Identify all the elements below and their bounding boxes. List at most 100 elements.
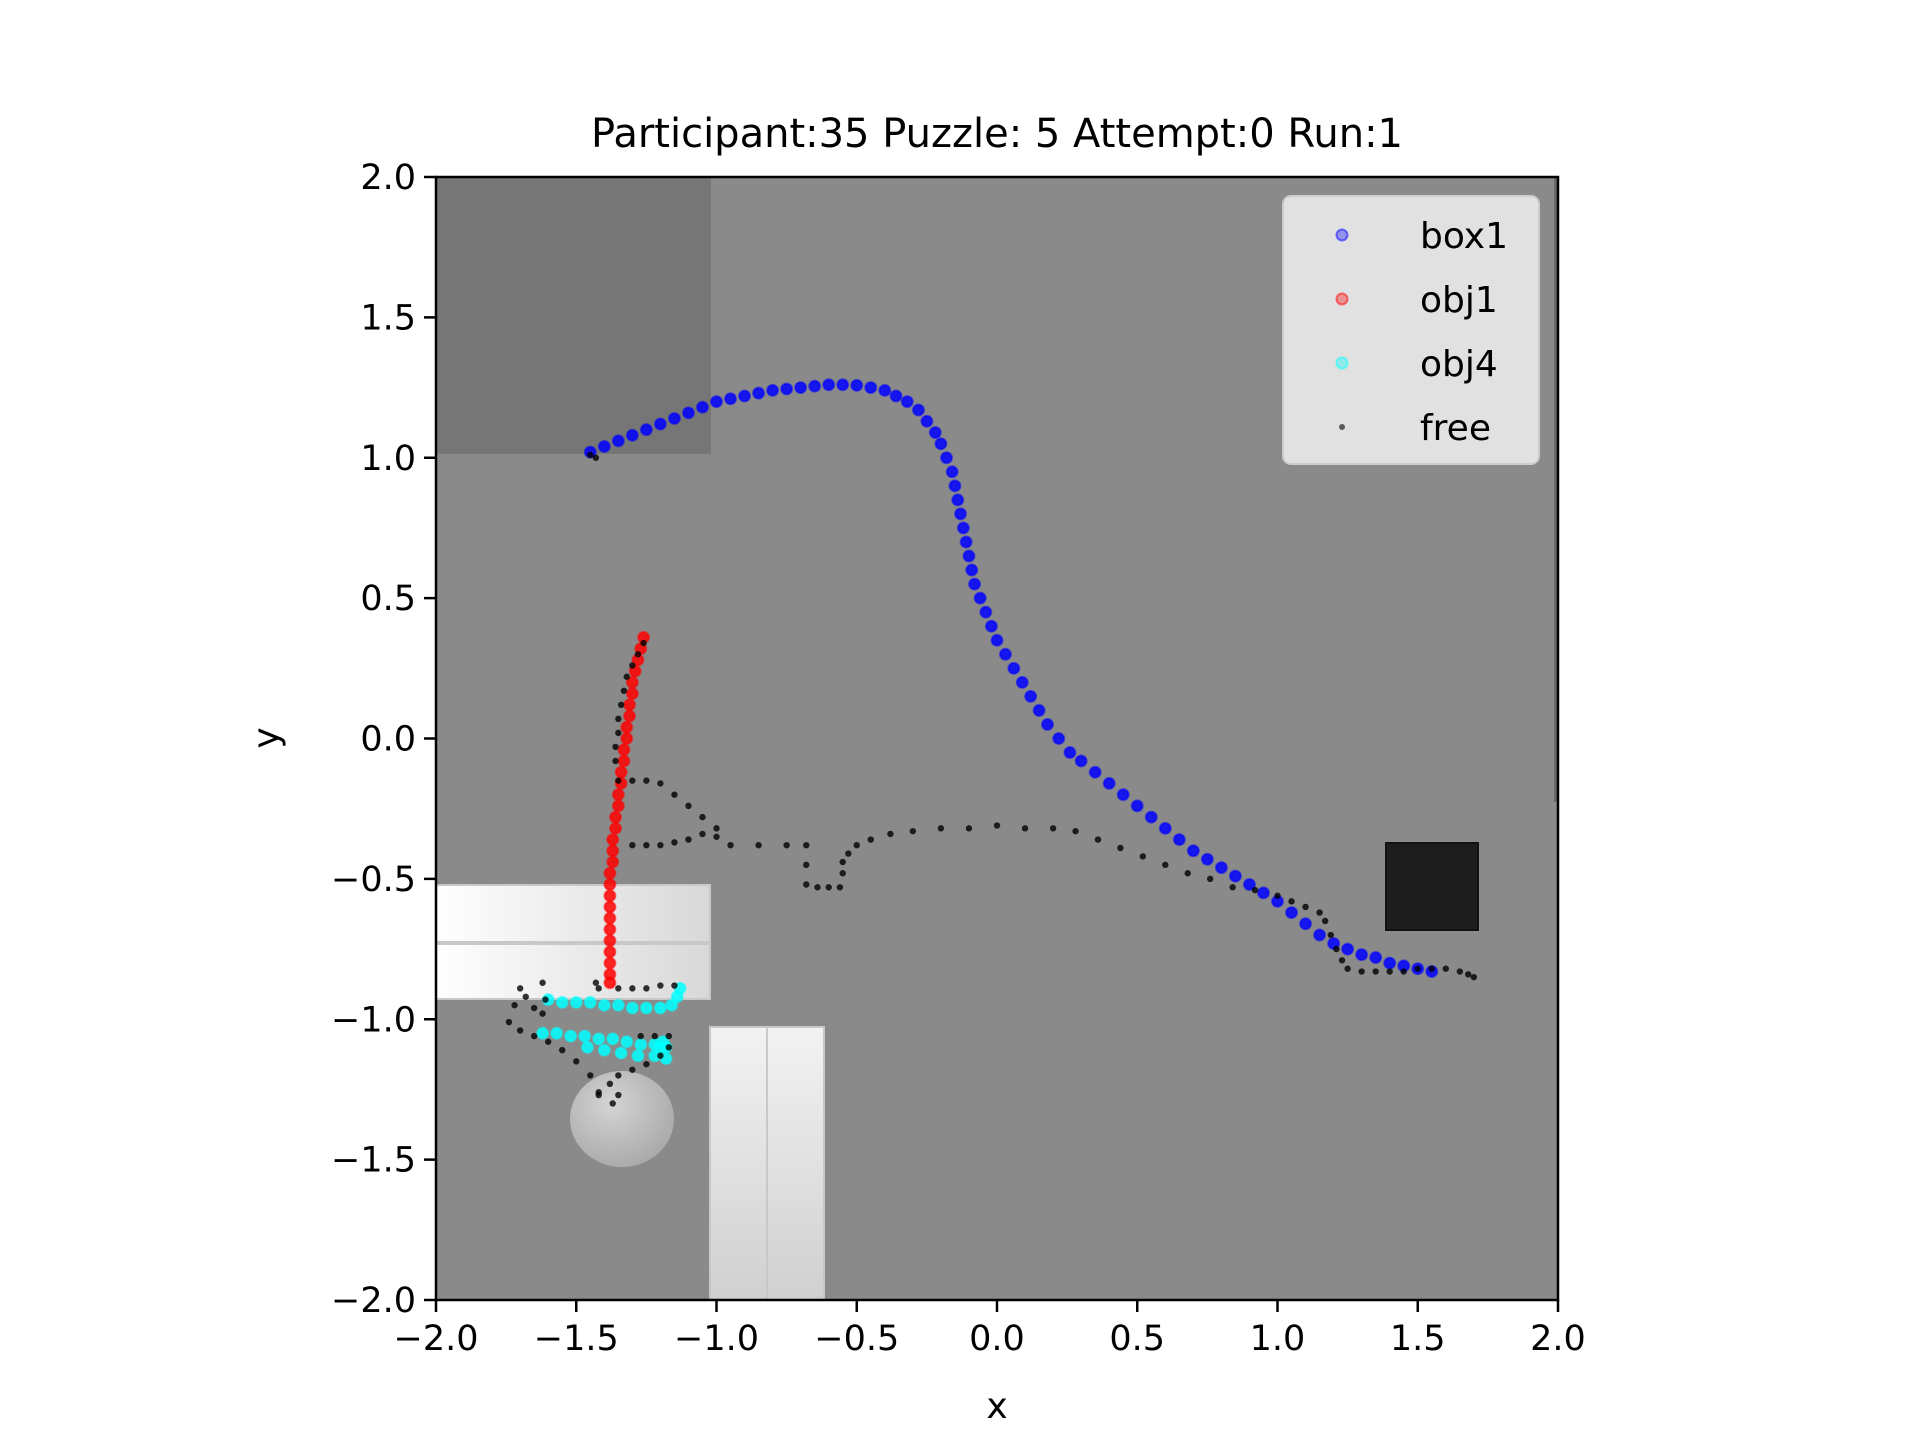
point-box1: [940, 451, 954, 465]
point-free: [853, 841, 860, 849]
point-obj4: [634, 1038, 648, 1052]
y-axis: −2.0 −1.5 −1.0 −0.5 0.0 0.5 1.0 1.5 2.0: [331, 158, 436, 1321]
point-free: [845, 850, 852, 857]
point-free: [1465, 971, 1472, 978]
point-box1: [1102, 776, 1116, 790]
point-free: [615, 729, 622, 737]
point-free: [643, 777, 650, 784]
point-obj1: [611, 788, 625, 802]
point-free: [1321, 917, 1329, 925]
point-box1: [954, 507, 968, 521]
point-free: [587, 451, 594, 459]
point-obj1: [620, 732, 634, 745]
point-obj4: [631, 1049, 645, 1063]
point-box1: [1242, 877, 1256, 891]
point-obj1: [603, 900, 617, 914]
legend-box: [1282, 195, 1540, 465]
point-free: [713, 833, 720, 840]
point-free: [803, 881, 810, 888]
point-box1: [962, 549, 976, 563]
point-box1: [667, 411, 681, 425]
point-free: [637, 1032, 644, 1040]
point-obj1: [603, 945, 617, 959]
point-obj1: [625, 687, 639, 701]
point-obj4: [653, 1040, 667, 1054]
point-box1: [611, 434, 625, 448]
obstacle-pillar-right: [766, 1026, 825, 1300]
point-free: [592, 979, 600, 986]
legend-marker-obj1: [1335, 292, 1349, 306]
point-box1: [710, 395, 723, 409]
series-box1: [583, 378, 1439, 979]
x-tick-label: 0.5: [1109, 1319, 1165, 1359]
point-free: [1288, 898, 1295, 905]
point-free: [539, 1010, 546, 1017]
point-obj4: [625, 1001, 639, 1015]
point-box1: [934, 437, 948, 451]
x-axis-label: x: [986, 1386, 1007, 1427]
point-free: [1229, 884, 1236, 891]
point-free: [643, 841, 650, 849]
point-free: [713, 825, 720, 832]
point-free: [657, 841, 664, 849]
y-tick-label: −2.0: [331, 1281, 416, 1321]
point-free: [727, 841, 734, 849]
point-box1: [1355, 948, 1369, 962]
point-box1: [984, 619, 998, 633]
point-free: [615, 777, 622, 784]
point-free: [1400, 968, 1407, 975]
point-box1: [1024, 689, 1038, 703]
point-free: [629, 1066, 636, 1073]
x-tick-label: 1.0: [1250, 1319, 1306, 1359]
point-free: [615, 1091, 622, 1099]
point-box1: [1285, 906, 1299, 920]
point-free: [665, 1032, 673, 1040]
point-free: [839, 858, 846, 866]
point-free: [651, 1032, 658, 1040]
point-free: [595, 1091, 602, 1099]
point-free: [1072, 827, 1079, 835]
point-free: [640, 639, 647, 647]
point-obj4: [564, 1029, 578, 1043]
legend: box1 obj1 obj4 free: [1282, 195, 1540, 465]
point-free: [559, 1046, 566, 1054]
point-obj1: [609, 821, 623, 835]
point-box1: [1088, 765, 1102, 779]
legend-label-obj4: obj4: [1420, 344, 1498, 385]
point-obj4: [580, 1040, 594, 1054]
point-box1: [928, 425, 942, 439]
point-free: [657, 1052, 664, 1059]
point-free: [629, 777, 636, 784]
point-box1: [1116, 788, 1130, 802]
point-free: [1344, 965, 1351, 972]
point-box1: [752, 386, 766, 400]
point-free: [671, 839, 678, 846]
y-tick-label: 0.5: [360, 579, 416, 619]
point-free: [1333, 945, 1340, 953]
obstacle-pillar-left: [709, 1026, 768, 1300]
point-obj1: [620, 720, 634, 734]
point-free: [671, 791, 678, 798]
point-obj4: [578, 1029, 592, 1043]
point-obj1: [603, 922, 617, 936]
point-box1: [780, 382, 794, 396]
point-box1: [979, 605, 993, 619]
x-tick-label: −2.0: [394, 1319, 479, 1359]
point-free: [1442, 965, 1450, 972]
dark-box-object: [1385, 842, 1479, 931]
point-obj4: [550, 1026, 564, 1040]
point-box1: [1074, 754, 1088, 768]
point-free: [1162, 861, 1169, 869]
point-box1: [1200, 852, 1214, 866]
y-tick-label: 1.5: [360, 298, 416, 338]
point-free: [1372, 968, 1379, 975]
point-box1: [878, 383, 892, 397]
point-free: [1251, 886, 1259, 894]
point-obj1: [609, 810, 623, 824]
point-obj1: [623, 709, 637, 723]
x-tick-label: −1.5: [534, 1319, 619, 1359]
point-free: [609, 1100, 616, 1107]
chart-title: Participant:35 Puzzle: 5 Attempt:0 Run:1: [591, 111, 1403, 157]
point-box1: [738, 389, 752, 403]
